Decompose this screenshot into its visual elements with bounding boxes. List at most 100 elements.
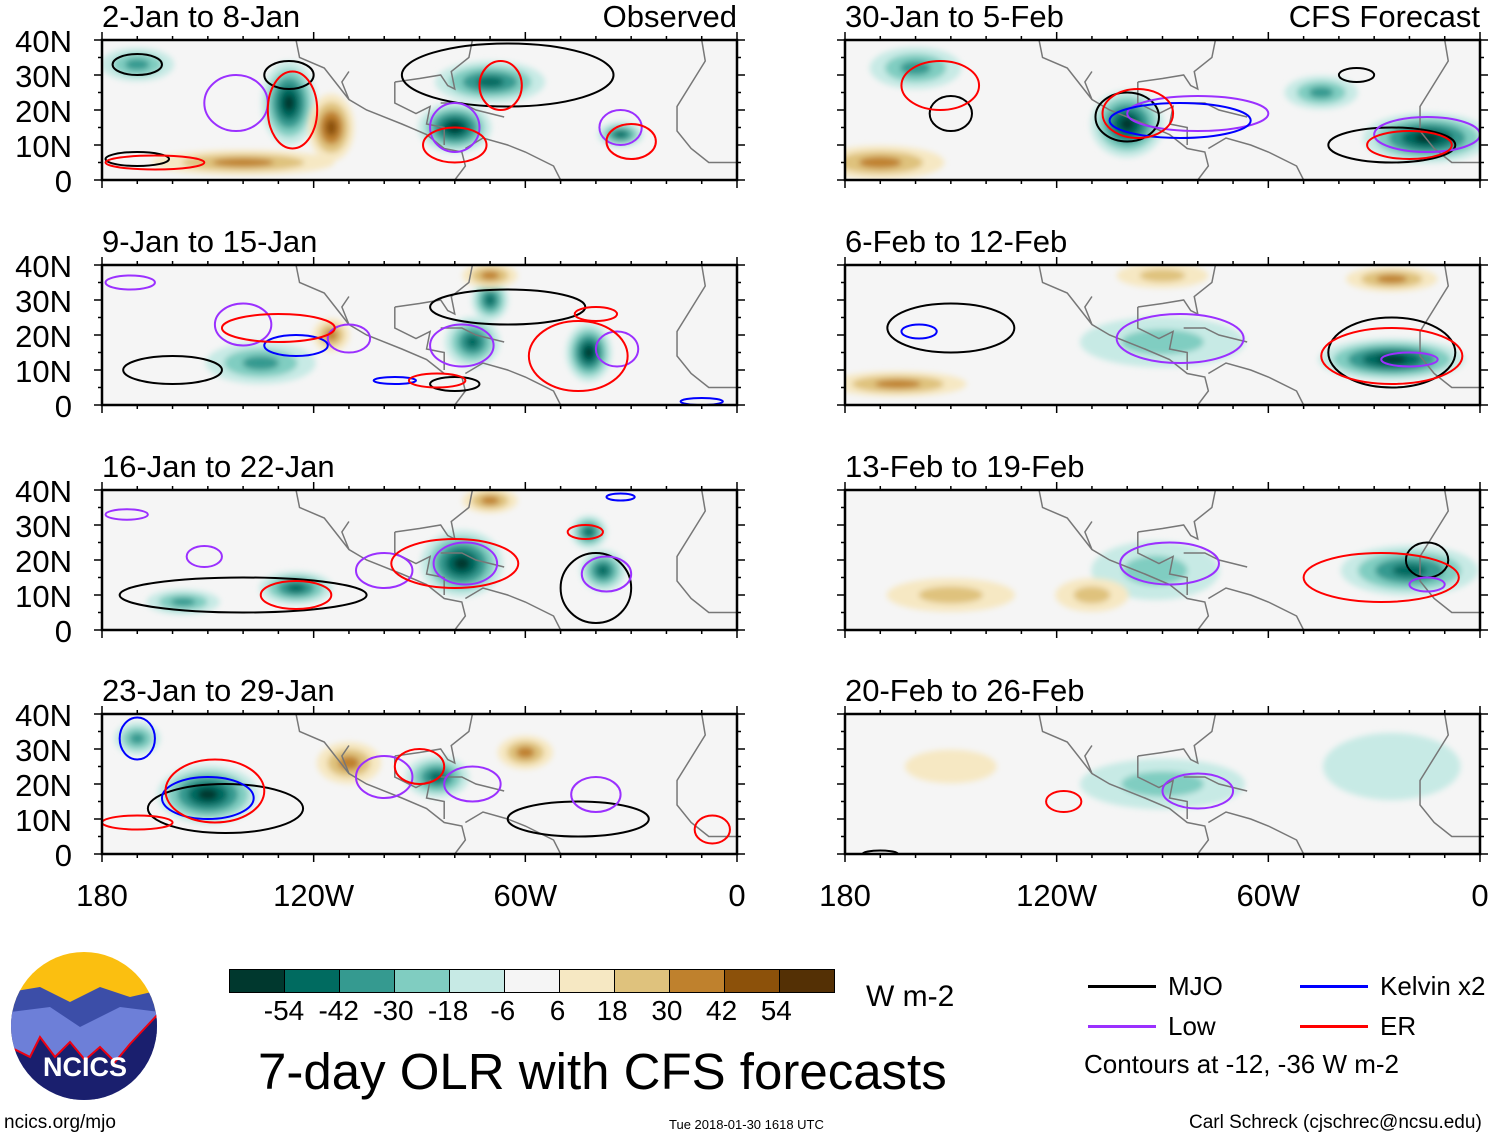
colorbar-tick-label: -18: [427, 995, 469, 1026]
coastline: [464, 811, 562, 854]
olr-anomaly: [480, 496, 500, 505]
footer-url[interactable]: ncics.org/mjo: [4, 1112, 116, 1133]
coastline: [464, 587, 562, 630]
coastline: [676, 490, 737, 614]
olr-anomaly: [1376, 274, 1408, 284]
coastline: [1084, 745, 1093, 774]
coastline: [1183, 327, 1248, 343]
colorbar-swatch: [340, 970, 395, 992]
coastline: [394, 307, 445, 370]
colorbar-swatch: [615, 970, 670, 992]
coastline: [341, 296, 350, 325]
olr-anomaly: [1139, 269, 1186, 282]
coastline: [394, 40, 474, 91]
coastline: [1207, 362, 1305, 405]
olr-anomaly: [242, 356, 280, 370]
coastline: [464, 362, 562, 405]
colorbar-tick-label: 30: [651, 995, 683, 1026]
forecast-label: CFS Forecast: [1288, 0, 1480, 34]
colorbar-tick-label: -54: [263, 995, 305, 1026]
olr-anomaly: [480, 271, 500, 280]
lat-label: 10N: [15, 579, 72, 614]
coastline: [295, 40, 467, 180]
olr-anomaly: [584, 527, 594, 537]
coastline: [1207, 587, 1305, 630]
olr-anomaly: [476, 76, 504, 88]
kelvin-contour: [900, 323, 938, 340]
lat-label: 10N: [15, 354, 72, 389]
low-contour: [355, 552, 414, 589]
er-contour: [1302, 552, 1460, 603]
lat-label: 20N: [15, 94, 72, 129]
low-contour: [185, 545, 223, 568]
mjo-contour: [263, 60, 315, 90]
low-contour: [594, 330, 640, 368]
coastline: [1207, 137, 1305, 180]
er-contour: [220, 313, 336, 343]
low-contour: [326, 323, 372, 354]
coastline: [440, 552, 505, 568]
mjo-contour: [104, 151, 171, 167]
lat-label: 30N: [15, 59, 72, 94]
mjo-contour: [400, 42, 615, 108]
panel-title: 30-Jan to 5-Feb: [845, 0, 1064, 34]
olr-anomaly: [874, 379, 921, 389]
er-contour: [266, 70, 319, 150]
coastline: [394, 490, 474, 541]
coastline: [1137, 40, 1217, 91]
low-contour: [432, 541, 499, 586]
lat-label: 40N: [15, 474, 72, 509]
low-contour: [1380, 351, 1439, 368]
map-panel: [837, 706, 1488, 862]
er-contour: [259, 580, 333, 610]
lat-label: 0: [54, 838, 72, 873]
coastline: [464, 137, 562, 180]
colorbar-swatch: [395, 970, 450, 992]
map-panel: [94, 32, 745, 188]
er-contour: [1045, 790, 1083, 813]
olr-anomaly: [1119, 117, 1135, 131]
lat-label: 40N: [15, 698, 72, 733]
coastline: [1038, 265, 1210, 405]
low-contour: [104, 274, 156, 291]
coastline: [1137, 82, 1188, 145]
kelvin-contour: [679, 397, 724, 405]
colorbar-tick-label: 18: [596, 995, 628, 1026]
coastline: [440, 776, 505, 792]
olr-anomaly: [283, 94, 295, 112]
colorbar-swatch: [450, 970, 505, 992]
colorbar-tick-label: 42: [706, 995, 738, 1026]
olr-anomaly: [485, 294, 495, 306]
olr-anomaly: [1414, 132, 1440, 144]
low-contour: [443, 765, 502, 803]
mjo-contour: [886, 302, 1016, 354]
mjo-contour: [928, 95, 974, 132]
coastline: [341, 521, 350, 550]
map-background: [102, 265, 737, 405]
mjo-contour: [506, 800, 650, 838]
er-contour: [566, 524, 604, 540]
olr-anomaly: [197, 788, 218, 801]
er-contour: [527, 320, 629, 392]
coastline: [1419, 490, 1480, 614]
coastline: [1084, 71, 1093, 100]
coastline: [1137, 307, 1188, 370]
kelvin-contour: [372, 376, 417, 385]
mjo-contour: [146, 783, 305, 834]
kelvin-contour: [160, 776, 255, 820]
panel-title: 13-Feb to 19-Feb: [845, 449, 1085, 484]
panel-title: 20-Feb to 26-Feb: [845, 673, 1085, 708]
legend-label: Kelvin x2: [1380, 971, 1486, 1001]
olr-anomaly: [597, 565, 609, 576]
colorbar: [229, 969, 835, 993]
coastline: [394, 532, 445, 595]
coastline: [1137, 714, 1217, 765]
low-contour: [355, 755, 414, 799]
coastline: [676, 40, 737, 164]
map-panel: [837, 482, 1488, 638]
low-contour: [1115, 313, 1245, 364]
coastline: [394, 265, 474, 316]
legend-label: MJO: [1168, 971, 1223, 1001]
map-panel: [837, 32, 1488, 188]
coastline: [1038, 714, 1210, 854]
